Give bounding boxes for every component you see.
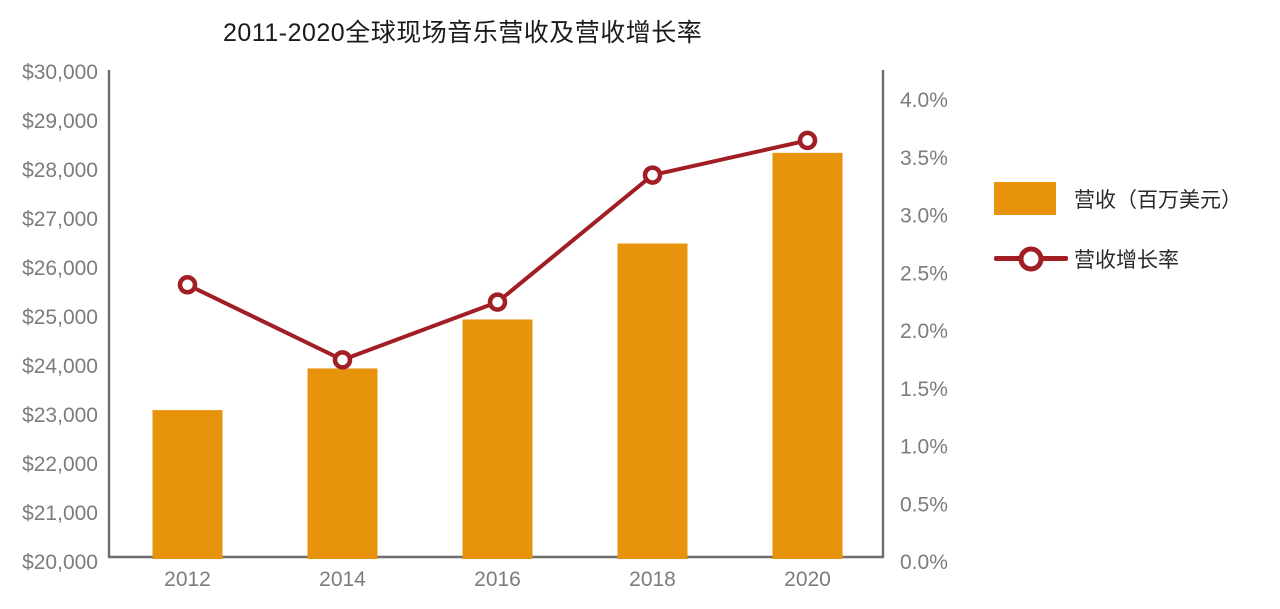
growth-line-marker-icon xyxy=(994,242,1068,275)
y1-tick-label: $25,000 xyxy=(22,306,98,329)
y2-tick-label: 4.0% xyxy=(900,89,948,112)
y1-tick-label: $21,000 xyxy=(22,502,98,525)
y2-tick-label: 2.5% xyxy=(900,262,948,285)
y2-tick-label: 3.0% xyxy=(900,205,948,228)
y1-tick-label: $28,000 xyxy=(22,159,98,182)
y1-tick-label: $24,000 xyxy=(22,355,98,378)
y2-tick-label: 3.5% xyxy=(900,147,948,170)
y2-tick-label: 0.0% xyxy=(900,551,948,574)
bar-2016 xyxy=(462,319,533,559)
x-tick-label: 2016 xyxy=(474,568,521,591)
y2-tick-label: 0.5% xyxy=(900,493,948,516)
growth-marker-2020 xyxy=(797,130,818,151)
x-tick-label: 2012 xyxy=(164,568,211,591)
growth-marker-2018 xyxy=(642,165,663,185)
chart-title: 2011-2020全球现场音乐营收及营收增长率 xyxy=(223,19,703,47)
x-tick-label: 2020 xyxy=(784,568,831,591)
legend: 营收（百万美元） 营收增长率 xyxy=(994,182,1280,275)
y1-tick-label: $23,000 xyxy=(22,404,98,427)
y2-tick-label: 2.0% xyxy=(900,320,948,343)
legend-label-revenue: 营收（百万美元） xyxy=(1074,188,1242,212)
growth-marker-2012 xyxy=(177,275,198,295)
x-tick-label: 2018 xyxy=(629,568,676,591)
bar-2020 xyxy=(772,152,843,559)
y1-tick-label: $26,000 xyxy=(22,257,98,280)
bar-2018 xyxy=(617,243,688,559)
legend-label-growth: 营收增长率 xyxy=(1074,248,1179,272)
y1-tick-label: $27,000 xyxy=(22,208,98,231)
y1-tick-label: $22,000 xyxy=(22,453,98,476)
x-tick-label: 2014 xyxy=(319,568,366,591)
growth-marker-2014 xyxy=(332,350,353,370)
legend-item-growth: 营收增长率 xyxy=(994,242,1280,275)
growth-marker-2016 xyxy=(487,292,508,312)
y1-tick-label: $30,000 xyxy=(22,61,98,84)
y1-tick-label: $29,000 xyxy=(22,110,98,133)
bar-2012 xyxy=(152,410,223,559)
y1-tick-label: $20,000 xyxy=(22,551,98,574)
revenue-bar-swatch-icon xyxy=(994,182,1056,215)
y2-tick-label: 1.5% xyxy=(900,378,948,401)
growth-circle-marker-icon xyxy=(1018,246,1044,271)
legend-item-revenue: 营收（百万美元） xyxy=(994,182,1280,215)
y2-tick-label: 1.0% xyxy=(900,436,948,459)
bar-2014 xyxy=(307,368,378,559)
